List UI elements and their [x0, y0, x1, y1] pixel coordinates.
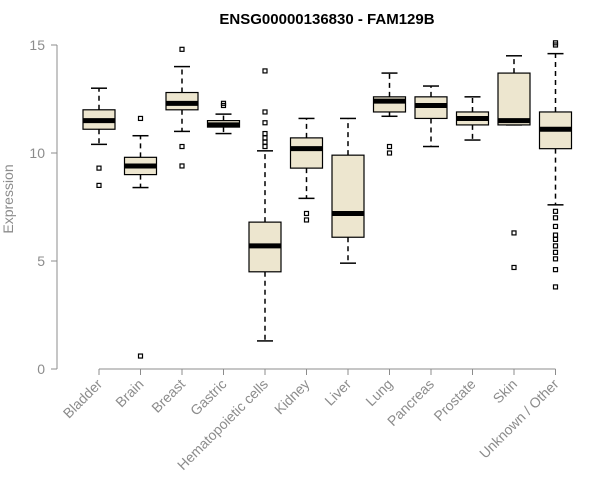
- outlier-point: [511, 264, 517, 271]
- outlier-point: [303, 217, 310, 223]
- y-tick-label: 10: [29, 145, 45, 161]
- box-skin: [497, 55, 531, 271]
- y-tick-label: 15: [29, 37, 45, 53]
- x-tick-label: Brain: [112, 376, 146, 410]
- outlier-point: [386, 143, 393, 150]
- outlier-point: [386, 150, 393, 156]
- x-tick-label: Skin: [490, 376, 521, 407]
- outlier-point: [262, 139, 268, 145]
- x-tick-label: Unknown / Other: [476, 376, 562, 462]
- y-axis-label: Expression: [0, 164, 16, 233]
- outlier-point: [552, 256, 559, 262]
- box-liver: [331, 117, 365, 264]
- x-tick-label: Kidney: [271, 376, 313, 418]
- x-tick-label: Breast: [148, 376, 188, 416]
- outlier-point: [262, 120, 268, 126]
- box-gastric: [206, 100, 241, 135]
- box-unknown-other: [538, 40, 573, 290]
- outlier-point: [96, 165, 102, 171]
- outlier-point: [552, 236, 559, 242]
- box-kidney: [289, 117, 324, 223]
- boxes: [82, 40, 573, 359]
- chart-title: ENSG00000136830 - FAM129B: [219, 11, 434, 28]
- iqr-box: [331, 154, 365, 238]
- box-bladder: [82, 87, 116, 188]
- box-hematopoietic-cells: [248, 68, 282, 342]
- outlier-point: [262, 135, 268, 141]
- x-tick-label: Bladder: [60, 376, 106, 422]
- outlier-point: [552, 267, 559, 273]
- box-brain: [123, 115, 158, 359]
- outlier-point: [179, 46, 185, 52]
- outlier-point: [262, 109, 268, 115]
- x-tick-label: Liver: [321, 376, 354, 409]
- x-tick-label: Lung: [362, 376, 395, 409]
- y-tick-label: 5: [37, 253, 45, 269]
- outlier-point: [137, 115, 144, 122]
- outlier-point: [552, 208, 559, 214]
- outlier-point: [262, 143, 268, 150]
- box-breast: [165, 46, 199, 169]
- x-tick-label: Prostate: [430, 376, 478, 424]
- outlier-point: [96, 182, 102, 188]
- outlier-point: [552, 284, 559, 290]
- iqr-box: [497, 72, 531, 126]
- outlier-point: [552, 223, 559, 230]
- outlier-point: [511, 230, 517, 236]
- outlier-point: [137, 353, 144, 359]
- outlier-point: [262, 68, 268, 74]
- outlier-point: [552, 243, 559, 249]
- outlier-point: [220, 102, 227, 109]
- box-lung: [372, 72, 407, 156]
- outlier-point: [262, 130, 268, 137]
- outlier-point: [179, 163, 185, 169]
- box-prostate: [455, 96, 490, 141]
- y-tick-label: 0: [37, 361, 45, 377]
- outlier-point: [179, 143, 185, 150]
- outlier-point: [552, 215, 559, 221]
- outlier-point: [552, 249, 559, 255]
- outlier-point: [552, 232, 559, 238]
- box-pancreas: [414, 85, 448, 148]
- iqr-box: [289, 137, 324, 169]
- outlier-point: [303, 210, 310, 217]
- outlier-point: [552, 42, 559, 48]
